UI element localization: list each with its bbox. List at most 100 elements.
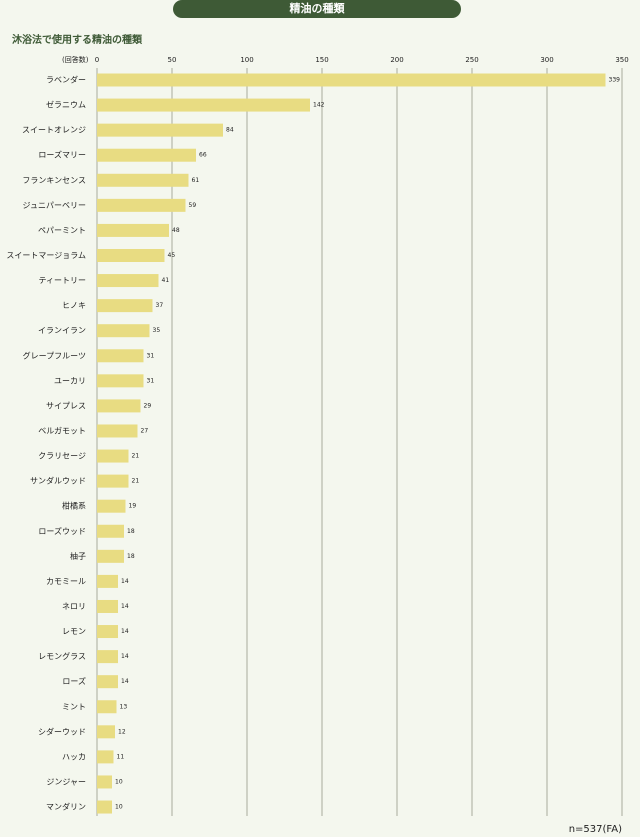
value-label: 37 [156,302,164,309]
value-label: 13 [120,703,128,710]
y-tick-label: 柚子 [70,551,86,561]
value-label: 27 [141,427,149,434]
value-label: 31 [147,352,155,359]
bar [97,599,118,613]
y-tick-label: ミント [62,702,86,711]
y-tick-label: クラリセージ [38,452,86,461]
x-tick-label: 50 [168,56,177,64]
value-label: 18 [127,553,135,560]
value-label: 11 [117,753,125,760]
y-tick-label: カモミール [46,577,86,586]
bar [97,750,114,764]
y-tick-label: イランイラン [38,326,86,335]
y-tick-label: ローズ [62,676,86,686]
value-label: 10 [115,804,123,811]
y-tick-label: ハッカ [62,752,86,761]
value-label: 142 [313,102,325,109]
value-label: 84 [226,127,234,134]
y-tick-label: ジュニパーベリー [23,201,86,210]
value-label: 66 [199,152,207,159]
y-tick-label: シダーウッド [38,726,86,736]
bar [97,800,112,814]
chart-title: 精油の種類 [290,1,346,15]
bar [97,524,124,538]
annotation: n=537(FA) [569,824,622,835]
bar [97,173,189,187]
bar [97,499,126,513]
y-tick-label: ローズウッド [38,526,86,536]
x-tick-label: 350 [615,56,628,64]
y-tick-label: ヒノキ [62,301,86,310]
y-tick-label: サイプレス [46,401,86,410]
bar [97,700,117,714]
y-tick-label: スイートマージョラム [6,251,86,260]
y-tick-label: ジンジャー [46,777,86,786]
y-tick-label: ローズマリー [38,150,86,160]
bar [97,549,124,563]
x-tick-label: 0 [95,56,99,64]
y-tick-label: ペパーミント [38,226,86,235]
bar [97,98,310,112]
value-label: 18 [127,528,135,535]
bar [97,449,129,463]
bar [97,223,169,237]
bar [97,650,118,664]
bar [97,274,159,288]
bar [97,775,112,789]
bar [97,424,138,438]
y-tick-label: グレープフルーツ [23,350,86,360]
value-label: 35 [153,327,161,334]
y-tick-label: レモングラス [38,651,86,661]
value-label: 14 [121,653,129,660]
bar [97,198,186,212]
value-label: 14 [121,603,129,610]
bar [97,73,606,87]
x-axis-label: (回答数) [62,55,89,64]
bar [97,675,118,689]
value-label: 21 [132,453,140,460]
value-label: 48 [172,227,180,234]
value-label: 10 [115,778,123,785]
bar [97,474,129,488]
bar [97,574,118,588]
y-tick-label: ユーカリ [54,376,86,385]
bar [97,349,144,363]
bar [97,148,196,162]
y-tick-label: サンダルウッド [30,476,86,486]
x-tick-label: 300 [540,56,553,64]
y-tick-label: フランキンセンス [22,176,86,185]
x-tick-label: 150 [315,56,328,64]
value-label: 21 [132,478,140,485]
value-label: 45 [168,252,176,259]
y-tick-label: ベルガモット [38,425,86,435]
chart-subtitle: 沐浴法で使用する精油の種類 [12,33,143,46]
y-tick-label: ティートリー [38,276,86,285]
value-label: 339 [609,77,621,84]
x-tick-label: 200 [390,56,403,64]
y-tick-label: 柑橘系 [62,501,86,511]
value-label: 61 [192,177,200,184]
value-label: 14 [121,678,129,685]
x-tick-label: 100 [240,56,253,64]
bar [97,725,115,739]
y-tick-label: レモン [62,627,86,636]
value-label: 31 [147,377,155,384]
value-label: 19 [129,503,137,510]
y-tick-label: ネロリ [62,602,86,611]
bar [97,625,118,639]
value-label: 14 [121,578,129,585]
value-label: 59 [189,202,197,209]
bar [97,399,141,413]
y-tick-label: ラベンダー [46,75,86,85]
bar [97,123,223,137]
bar [97,248,165,262]
value-label: 12 [118,728,126,735]
title-pill [173,0,461,18]
y-tick-label: マンダリン [46,802,86,812]
x-tick-label: 250 [465,56,478,64]
bar [97,324,150,338]
y-tick-label: スイートオレンジ [22,126,86,135]
bar [97,374,144,388]
bar [97,299,153,313]
